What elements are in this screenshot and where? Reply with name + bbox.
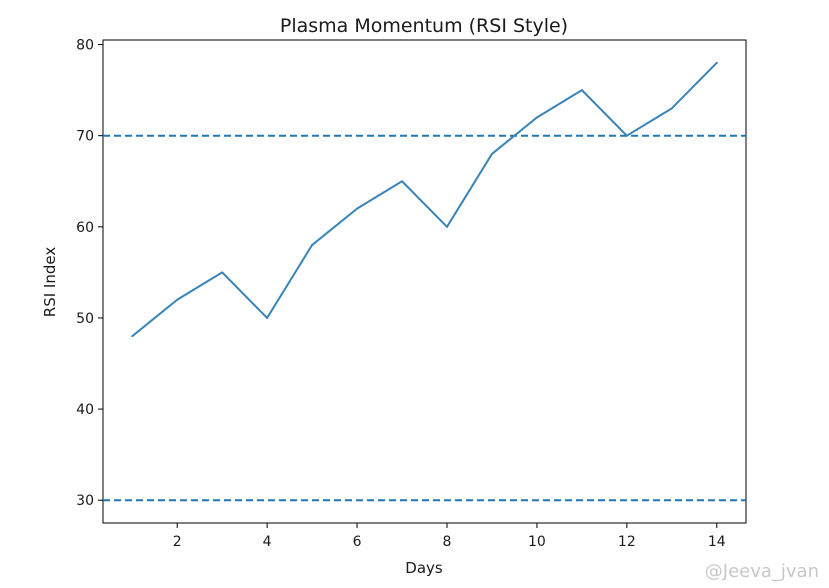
y-tick-label: 40 (76, 402, 94, 418)
y-tick-label: 30 (76, 493, 94, 509)
x-axis-ticks: 2 4 6 8 10 12 14 (173, 523, 726, 550)
x-tick-label: 6 (353, 534, 362, 550)
data-point (356, 207, 359, 210)
chart-title: Plasma Momentum (RSI Style) (280, 15, 568, 37)
series-line (131, 62, 718, 337)
data-point (266, 316, 269, 319)
x-axis-label: Days (405, 559, 443, 577)
x-tick-label: 14 (708, 534, 726, 550)
data-point (176, 298, 179, 301)
data-point (131, 335, 134, 338)
series-group (131, 61, 718, 338)
data-point (670, 107, 673, 110)
y-tick-label: 60 (76, 220, 94, 236)
x-tick-label: 12 (618, 534, 636, 550)
reference-lines (103, 134, 746, 502)
x-tick-label: 4 (263, 534, 272, 550)
x-tick-label: 10 (528, 534, 546, 550)
y-axis-ticks: 30 40 50 60 70 80 (76, 38, 103, 509)
y-tick-label: 70 (76, 129, 94, 145)
data-point (445, 225, 448, 228)
y-tick-label: 50 (76, 311, 94, 327)
x-tick-label: 2 (173, 534, 182, 550)
data-point (490, 152, 493, 155)
x-tick-label: 8 (443, 534, 452, 550)
data-point (311, 244, 314, 247)
data-point (580, 89, 583, 92)
data-point (535, 116, 538, 119)
data-point (401, 180, 404, 183)
watermark: @Jeeva_jvan (704, 561, 819, 582)
data-point (715, 61, 718, 64)
y-axis-label: RSI Index (41, 247, 59, 318)
data-point (625, 134, 628, 137)
y-tick-label: 80 (76, 38, 94, 54)
plot-frame (102, 39, 747, 524)
data-point (221, 271, 224, 274)
